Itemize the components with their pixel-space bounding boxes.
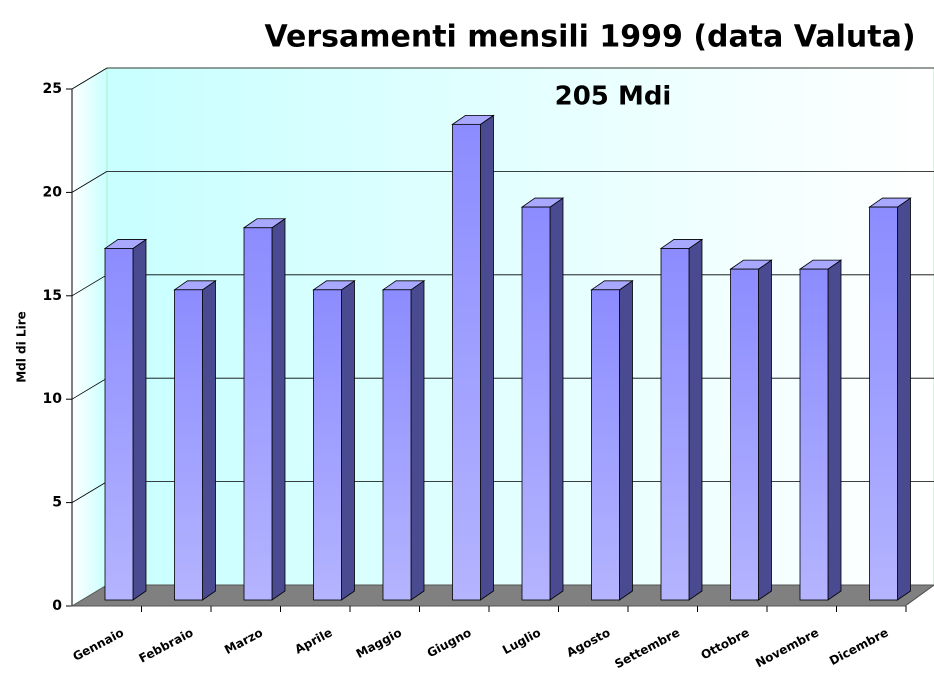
grid-line [71, 481, 108, 503]
chart-title: Versamenti mensili 1999 (data Valuta) [264, 20, 915, 55]
bar [660, 248, 690, 601]
bar-side [688, 238, 703, 601]
x-tick-label: Gennaio [70, 625, 126, 663]
bar [730, 268, 759, 601]
bar-side [897, 197, 911, 601]
y-tick-label: 15 [43, 288, 62, 304]
grid-line [71, 377, 108, 400]
bar-side [549, 197, 564, 601]
bar [799, 268, 829, 601]
x-tick-label: Febbraio [137, 625, 196, 665]
x-tick-label: Luglio [500, 625, 543, 657]
x-tick-label: Giugno [425, 625, 474, 660]
y-axis-label: Mdl di Lire [15, 311, 29, 383]
bar [382, 289, 412, 601]
bar-side [827, 259, 842, 601]
bar-side [202, 280, 216, 601]
y-tick-label: 20 [43, 184, 63, 200]
bar-side [619, 280, 633, 601]
bar-side [410, 280, 425, 601]
grid-line [71, 171, 108, 193]
x-tick-label: Maggio [354, 625, 404, 661]
bar [243, 227, 273, 601]
grid-line [71, 274, 108, 297]
annotation: 205 Mdi [555, 82, 672, 112]
bar [452, 123, 481, 601]
bar [104, 248, 134, 601]
bar [174, 289, 203, 601]
x-tick-label: Marzo [222, 625, 265, 657]
bar [869, 206, 898, 601]
y-tick-label: 25 [43, 81, 62, 97]
grid-line [71, 67, 108, 90]
side-wall [71, 67, 108, 607]
x-tick-label: Settembre [612, 625, 682, 671]
y-tick-label: 0 [52, 598, 62, 614]
x-tick-label: Aprile [293, 625, 335, 656]
x-tick-label: Dicembre [827, 625, 891, 668]
y-tick-label: 10 [43, 391, 63, 407]
bar-side [758, 259, 772, 601]
bar [521, 206, 551, 601]
bar [591, 289, 620, 601]
x-tick-label: Ottobre [699, 625, 752, 662]
x-tick-label: Agosto [564, 625, 612, 660]
bar-side [132, 238, 147, 601]
floor [70, 584, 934, 607]
x-tick-label: Novembre [753, 625, 821, 670]
bar-side [480, 114, 494, 601]
bar-side [271, 217, 286, 601]
bar [313, 289, 342, 601]
y-tick-label: 5 [52, 495, 62, 511]
bar-side [341, 280, 355, 601]
